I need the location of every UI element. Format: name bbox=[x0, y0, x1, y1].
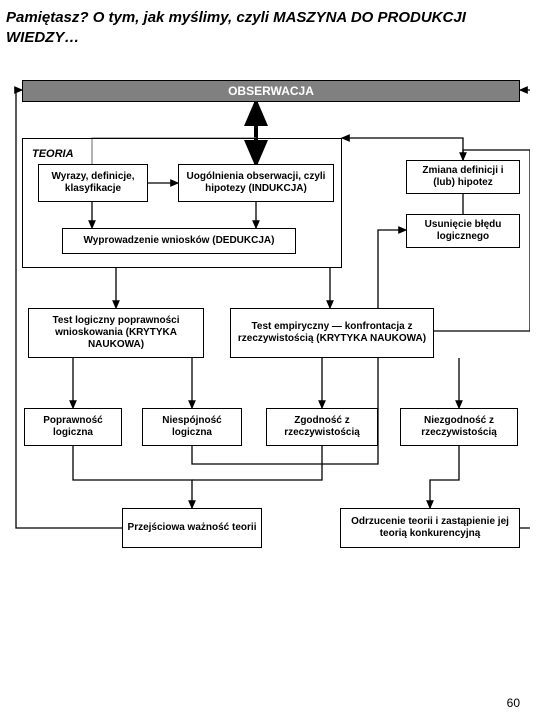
node-dedukcja: Wyprowadzenie wniosków (DEDUKCJA) bbox=[62, 228, 296, 254]
node-zmiana: Zmiana definicji i (lub) hipotez bbox=[406, 160, 520, 194]
node-testemp: Test empiryczny — konfrontacja z rzeczyw… bbox=[230, 308, 434, 358]
node-niesplog: Niespójność logiczna bbox=[142, 408, 242, 446]
flowchart: TEORIA OBSERWACJA Wyrazy, definicje, klas… bbox=[10, 60, 530, 620]
teoria-label: TEORIA bbox=[32, 148, 74, 160]
page-title: Pamiętasz? O tym, jak myślimy, czyli MAS… bbox=[6, 8, 534, 47]
node-odrzuc: Odrzucenie teorii i zastąpienie jej teor… bbox=[340, 508, 520, 548]
node-zgod: Zgodność z rzeczywistością bbox=[266, 408, 378, 446]
node-uogol: Uogólnienia obserwacji, czyli hipotezy (… bbox=[178, 164, 334, 202]
node-przejs: Przejściowa ważność teorii bbox=[122, 508, 262, 548]
node-testlog: Test logiczny poprawności wnioskowania (… bbox=[28, 308, 204, 358]
node-usun: Usunięcie błędu logicznego bbox=[406, 214, 520, 248]
node-wyrazy: Wyrazy, definicje, klasyfikacje bbox=[38, 164, 148, 202]
node-obs: OBSERWACJA bbox=[22, 80, 520, 102]
page-number: 60 bbox=[507, 696, 520, 710]
node-poplog: Poprawność logiczna bbox=[24, 408, 122, 446]
node-niezgod: Niezgodność z rzeczywistością bbox=[400, 408, 518, 446]
